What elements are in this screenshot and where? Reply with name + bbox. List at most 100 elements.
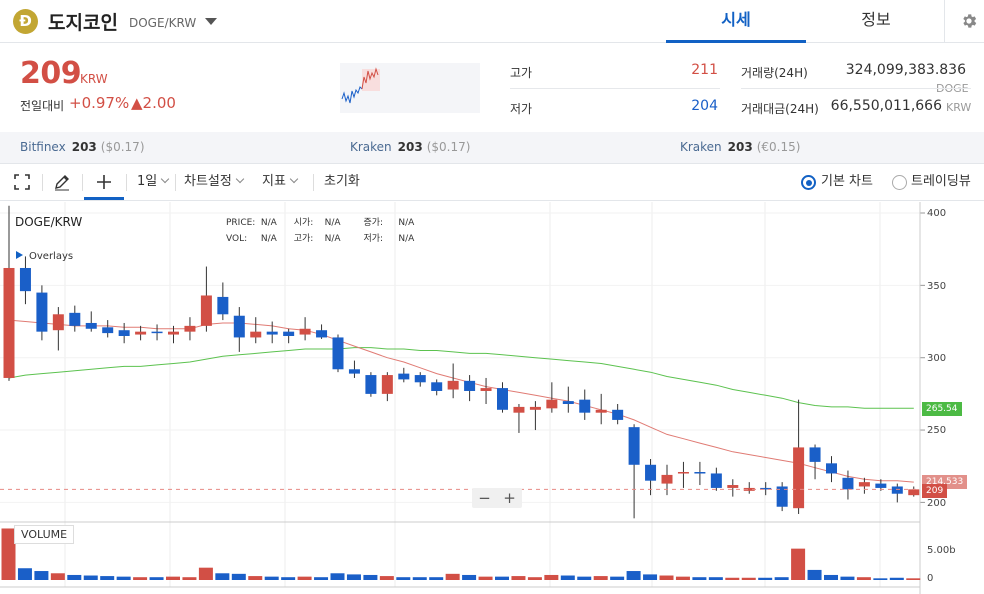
divider [175,174,176,191]
ohlc-info: PRICE: N/A 시가: N/A 증가: N/A VOL: N/A 고가: … [226,215,414,247]
candle-body [52,314,64,331]
volume-bar [17,568,32,580]
candle-body [69,312,81,326]
low-label: 저가 [510,102,533,116]
candle-body [760,487,772,490]
tab-quote[interactable]: 시세 [666,0,806,43]
candle-body [480,388,492,391]
volume-bar [708,577,723,580]
y-tick-label: 200 [927,498,947,509]
volume-title: VOLUME [14,525,75,544]
volume-bar [248,576,263,580]
coin-pair[interactable]: DOGE/KRW [129,16,197,30]
volume-bar [67,574,82,580]
volume-bar [363,574,378,580]
tradingview-radio[interactable] [892,175,907,190]
info-open-label: 시가: [293,218,314,228]
zoom-in-button[interactable]: + [503,489,516,507]
candle-body [250,331,262,338]
candle-body [283,331,295,336]
candle-body [793,447,805,509]
exchange-price: 203 [397,140,423,154]
candle-body [464,380,476,391]
candle-body [595,409,607,413]
interval-label: 1일 [137,174,158,189]
basic-chart-label[interactable]: 기본 차트 [821,174,873,189]
exchange-name: Kraken [680,140,722,154]
low-value: 204 [691,98,718,114]
crosshair-button[interactable] [84,164,124,200]
volume-bar [889,577,904,580]
reset-button[interactable]: 초기화 [324,174,360,189]
overlays-toggle[interactable]: Overlays [16,251,73,262]
candle-body [842,477,854,490]
price-unit: KRW [80,72,108,86]
chart-toolbar: 1일 차트설정 지표 초기화 기본 차트 트레이딩뷰 [0,164,984,201]
volume-bar [774,577,789,580]
volume-bar [741,577,756,580]
candle-body [85,322,97,329]
candle-body [694,472,706,474]
volume-bar [675,576,690,580]
exchange-item[interactable]: Kraken 203 ($0.17) [350,140,470,154]
candle-body [826,463,837,474]
volume-bar [445,573,460,580]
candle-body [677,472,689,474]
volume-bar [626,571,641,580]
candle-body [612,409,624,420]
zoom-out-button[interactable]: − [478,489,491,507]
basic-chart-radio[interactable] [801,175,816,190]
candlestick-chart[interactable]: DOGE/KRW PRICE: N/A 시가: N/A 증가: N/A VOL:… [0,202,984,594]
exchange-item[interactable]: Bitfinex 203 ($0.17) [20,140,145,154]
volume-bar [610,576,625,580]
amount-unit: KRW [946,101,972,114]
info-vol-label: VOL: [226,234,248,244]
tradingview-label[interactable]: 트레이딩뷰 [911,174,971,189]
info-change-label: 증가: [363,218,384,228]
volume-bar [100,576,115,580]
candle-body [200,295,212,326]
candle-body [529,406,541,410]
candle-body [381,375,393,394]
exchange-item[interactable]: Kraken 203 (€0.15) [680,140,800,154]
volume-bar [643,574,658,580]
volume-bar [314,577,329,580]
exchange-ref: (€0.15) [756,140,801,154]
candle-body [579,399,591,413]
chart-canvas[interactable] [0,202,984,594]
volume-bar [34,571,49,580]
candle-body [628,427,640,465]
tab-info[interactable]: 정보 [861,10,891,29]
chevron-down-icon[interactable] [205,18,217,25]
interval-select[interactable]: 1일 [137,164,170,200]
play-icon [16,251,23,259]
divider [313,174,314,191]
indicators-select[interactable]: 지표 [262,164,299,200]
candle-body [431,382,443,391]
exchange-name: Bitfinex [20,140,66,154]
candle-body [151,331,163,334]
draw-button[interactable] [53,164,73,200]
candle-body [875,483,887,488]
fullscreen-icon [14,174,30,190]
zoom-controls: − + [472,488,522,508]
candle-body [645,464,657,481]
candle-body [908,489,920,496]
exchange-price: 203 [71,140,97,154]
chart-settings-select[interactable]: 차트설정 [184,164,245,200]
volume-bar [116,576,131,580]
info-low-value: N/A [398,234,415,244]
volume-bar [725,577,740,580]
exchange-strip: Bitfinex 203 ($0.17) Kraken 203 ($0.17) Krak… [0,132,984,164]
volume-bar [215,573,230,580]
candle-body [858,482,870,487]
exchange-ref: ($0.17) [100,140,145,154]
volume-bar [133,577,148,580]
settings-button[interactable] [944,0,984,43]
exchange-ref: ($0.17) [426,140,471,154]
change-label: 전일대비 [20,99,65,113]
divider [42,174,43,191]
header: Đ 도지코인 DOGE/KRW 시세 정보 [0,0,984,43]
info-high-label: 고가: [293,234,314,244]
fullscreen-button[interactable] [14,164,34,200]
